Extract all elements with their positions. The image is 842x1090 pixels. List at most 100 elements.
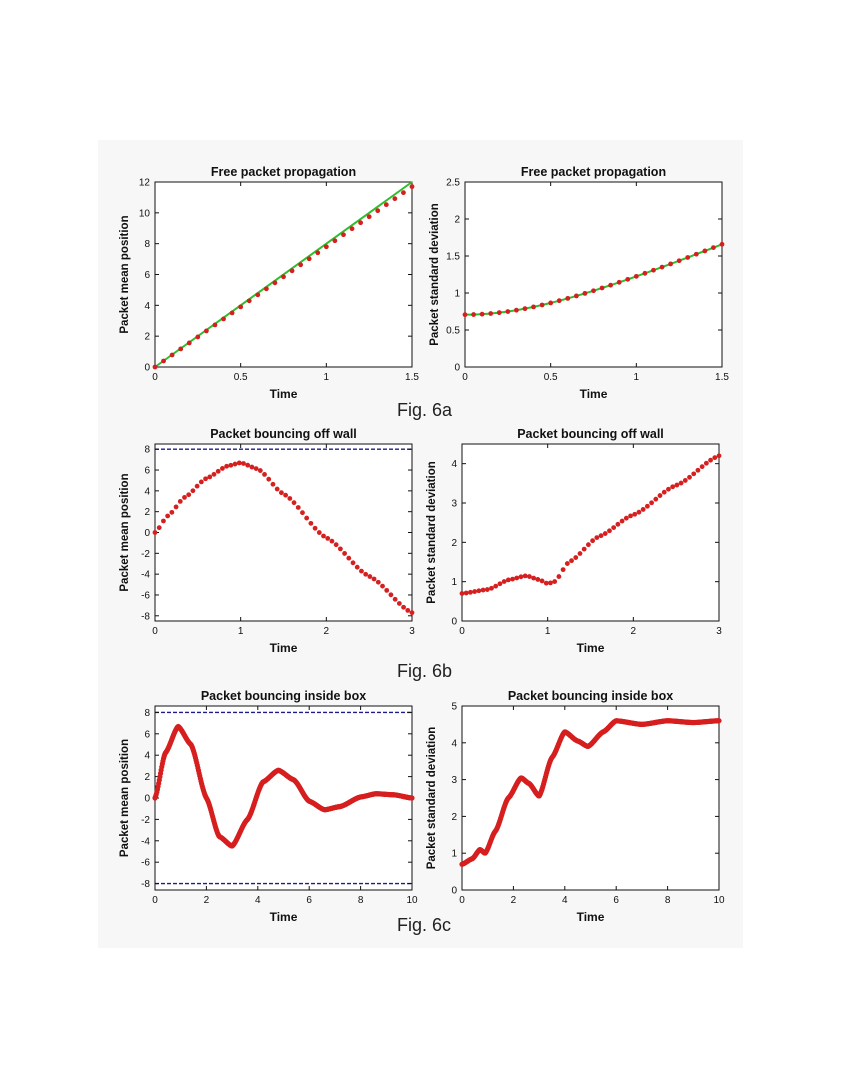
data-point — [323, 244, 329, 250]
data-point — [165, 513, 171, 519]
data-point — [514, 307, 519, 313]
y-tick-label: 8 — [144, 708, 150, 719]
data-point — [333, 542, 339, 548]
data-point — [359, 568, 364, 574]
plot-frame — [461, 443, 720, 622]
data-point — [712, 455, 718, 461]
y-axis-label: Packet mean position — [119, 215, 131, 333]
data-point — [577, 551, 583, 556]
data-point — [371, 576, 377, 582]
x-tick-label: 8 — [665, 895, 671, 906]
data-point — [463, 590, 469, 596]
caption-fig-6c: Fig. 6c — [397, 915, 452, 935]
data-point — [241, 461, 246, 466]
y-tick-label: 5 — [451, 702, 457, 713]
plot-frame — [154, 443, 413, 622]
data-point — [518, 574, 524, 580]
data-point — [657, 493, 663, 498]
x-tick-label: 6 — [306, 895, 312, 906]
data-point — [332, 238, 338, 244]
x-tick-label: 2 — [204, 895, 210, 906]
y-tick-label: 1 — [451, 577, 457, 588]
data-point — [195, 334, 201, 340]
data-point — [238, 304, 244, 310]
data-point — [693, 251, 699, 257]
data-point — [651, 267, 656, 273]
data-point — [306, 256, 312, 262]
y-axis-label: Packet mean position — [119, 739, 131, 857]
data-point — [531, 304, 536, 310]
data-point — [472, 589, 478, 594]
chart-title: Free packet propagation — [211, 165, 356, 179]
x-tick-label: 2 — [631, 626, 637, 637]
data-point — [607, 528, 612, 534]
data-point — [668, 261, 673, 267]
data-point — [535, 577, 541, 582]
chart-a-left: 0 0.5 1 1.5 0 2 4 6 8 10 12 Free packet propagation… — [119, 165, 419, 401]
x-axis-label: Time — [577, 910, 605, 924]
data-point — [682, 478, 688, 483]
data-point — [198, 479, 204, 485]
data-point — [363, 571, 369, 577]
data-point — [522, 306, 528, 312]
x-tick-label: 3 — [716, 626, 722, 637]
data-point — [342, 551, 347, 556]
data-point — [514, 575, 520, 581]
x-tick-label: 4 — [562, 895, 568, 906]
data-point — [649, 500, 654, 506]
data-point — [623, 515, 629, 521]
data-point — [392, 196, 398, 202]
data-point — [573, 293, 579, 299]
data-point — [585, 542, 591, 548]
data-point — [552, 579, 558, 584]
chart-c-left: 0 2 4 6 8 10 -8 -6 -4 -2 0 2 4 6 8 Packet bouncing insi… — [119, 689, 418, 924]
y-tick-label: 6 — [144, 466, 150, 477]
data-point — [489, 585, 494, 591]
data-point — [573, 555, 579, 560]
data-point — [308, 520, 314, 526]
y-tick-label: -6 — [141, 590, 150, 601]
data-point — [283, 492, 289, 498]
chart-title: Packet bouncing off wall — [210, 427, 357, 441]
y-tick-label: 2 — [451, 538, 457, 549]
data-point — [505, 309, 511, 314]
y-axis-label: Packet standard deviation — [429, 203, 441, 346]
data-point — [232, 461, 238, 467]
y-tick-label: 12 — [139, 178, 151, 189]
data-point — [325, 536, 331, 541]
data-point — [354, 564, 360, 570]
data-point — [207, 474, 213, 480]
x-tick-label: 1.5 — [405, 372, 419, 383]
data-point — [203, 476, 208, 482]
data-point — [295, 505, 301, 510]
y-tick-label: 0 — [144, 363, 150, 374]
y-tick-label: 6 — [144, 270, 150, 281]
y-tick-label: 2 — [144, 772, 150, 783]
y-tick-label: 1 — [451, 849, 457, 860]
data-point — [396, 601, 402, 606]
plot-frame — [154, 705, 413, 891]
y-tick-label: -2 — [141, 549, 150, 560]
y-tick-label: 2 — [144, 332, 150, 343]
data-point — [699, 464, 705, 470]
data-point — [156, 525, 162, 531]
x-tick-label: 4 — [255, 895, 261, 906]
data-point — [401, 604, 406, 610]
caption-fig-6a: Fig. 6a — [397, 400, 453, 420]
data-point — [315, 250, 321, 256]
data-point — [346, 555, 352, 561]
data-point — [409, 184, 415, 190]
chart-c-right: 0 2 4 6 8 10 0 1 2 3 4 5 Packet bouncing inside box T… — [426, 689, 725, 924]
y-tick-label: 0 — [144, 528, 150, 539]
data-point — [388, 592, 394, 598]
data-point — [594, 535, 600, 540]
x-tick-label: 0 — [152, 626, 158, 637]
data-point — [539, 578, 545, 584]
y-tick-label: -8 — [141, 611, 150, 622]
x-axis-label: Time — [270, 910, 298, 924]
data-point — [703, 460, 709, 466]
y-tick-label: 1 — [454, 289, 460, 300]
data-point — [366, 214, 372, 220]
data-point — [246, 298, 252, 304]
data-point — [480, 587, 486, 593]
